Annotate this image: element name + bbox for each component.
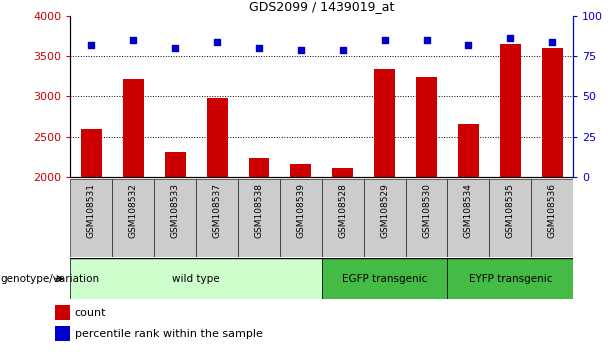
Text: GSM108536: GSM108536 [547,183,557,238]
Bar [447,179,489,257]
Bar [406,179,447,257]
Bar [238,179,280,257]
Bar [196,179,238,257]
Bar [280,179,322,257]
Bar [542,48,563,177]
Bar [70,179,112,257]
Bar [55,305,70,320]
Text: EYFP transgenic: EYFP transgenic [468,274,552,284]
Point [170,45,180,51]
Bar [165,152,186,177]
Bar [154,179,196,257]
Text: GSM108530: GSM108530 [422,183,431,238]
Point [463,42,473,48]
Text: GSM108537: GSM108537 [213,183,222,238]
Text: count: count [75,308,106,318]
Bar [55,326,70,341]
Text: GSM108538: GSM108538 [254,183,264,238]
Bar [531,179,573,257]
Bar [322,258,447,299]
Text: GSM108535: GSM108535 [506,183,515,238]
Bar [123,79,144,177]
Bar [112,179,154,257]
Point [547,39,557,45]
Bar [70,258,322,299]
Point [129,37,139,43]
Text: EGFP transgenic: EGFP transgenic [342,274,427,284]
Bar [322,179,364,257]
Point [254,45,264,51]
Point [212,39,222,45]
Text: GSM108529: GSM108529 [380,183,389,238]
Text: GSM108534: GSM108534 [464,183,473,238]
Bar [364,179,406,257]
Text: GSM108533: GSM108533 [170,183,180,238]
Bar [447,258,573,299]
Text: GSM108532: GSM108532 [129,183,138,238]
Bar [500,44,521,177]
Text: percentile rank within the sample: percentile rank within the sample [75,329,262,339]
Bar [207,98,227,177]
Text: GSM108528: GSM108528 [338,183,348,238]
Point [296,47,306,53]
Bar [489,179,531,257]
Point [505,36,515,41]
Bar [416,77,437,177]
Point [422,37,432,43]
Bar [374,69,395,177]
Bar [81,130,102,177]
Point [338,47,348,53]
Text: GSM108539: GSM108539 [296,183,305,238]
Point [86,42,96,48]
Point [380,37,390,43]
Bar [458,124,479,177]
Bar [291,164,311,177]
Text: genotype/variation: genotype/variation [1,274,100,284]
Bar [332,168,353,177]
Bar [248,159,270,177]
Text: GSM108531: GSM108531 [87,183,96,238]
Title: GDS2099 / 1439019_at: GDS2099 / 1439019_at [249,0,395,13]
Text: wild type: wild type [172,274,220,284]
